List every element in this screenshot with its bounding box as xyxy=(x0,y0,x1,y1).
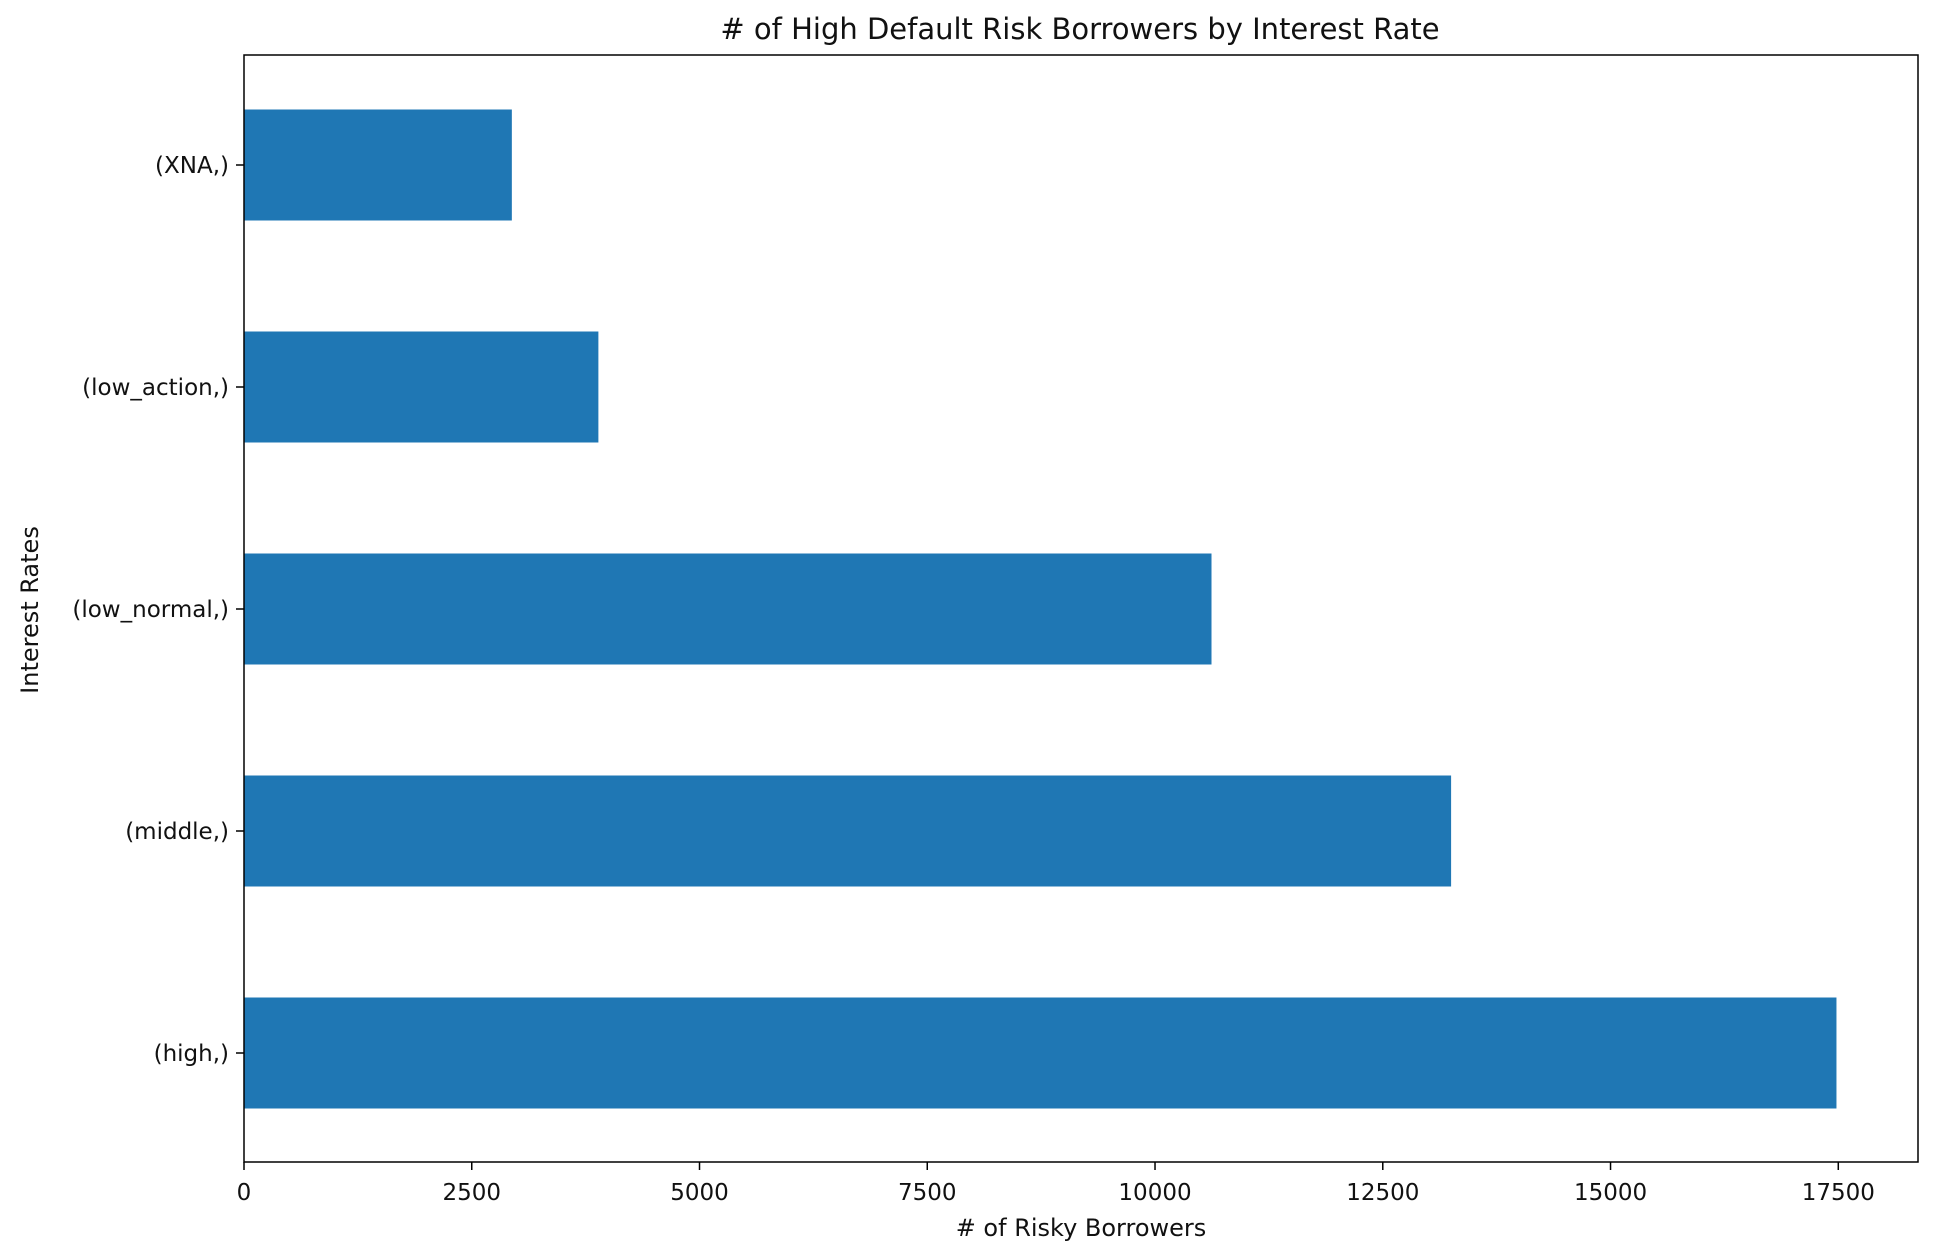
bars-group xyxy=(244,109,1837,1109)
y-axis-ticks: (high,) (middle,) (low_normal,) (low_action… xyxy=(72,153,244,1067)
y-tick-label: (middle,) xyxy=(125,819,229,845)
x-tick-label: 5000 xyxy=(670,1180,729,1206)
y-tick-label: (low_normal,) xyxy=(72,597,229,623)
x-axis-ticks: 0 2500 5000 7500 10000 12500 15000 17500 xyxy=(237,1162,1875,1206)
y-axis-label: Interest Rates xyxy=(16,526,44,694)
x-tick-label: 0 xyxy=(237,1180,252,1206)
y-tick-label: (XNA,) xyxy=(155,153,229,179)
plot-frame xyxy=(243,54,1919,1163)
chart-title: # of High Default Risk Borrowers by Inte… xyxy=(720,12,1439,46)
x-tick-label: 17500 xyxy=(1802,1180,1875,1206)
bar-low-normal xyxy=(244,553,1212,665)
x-tick-label: 10000 xyxy=(1118,1180,1191,1206)
x-tick-label: 12500 xyxy=(1346,1180,1419,1206)
x-tick-label: 2500 xyxy=(442,1180,501,1206)
bar-low-action xyxy=(244,331,599,443)
x-tick-label: 15000 xyxy=(1574,1180,1647,1206)
y-tick-label: (high,) xyxy=(154,1041,229,1067)
x-axis-label: # of Risky Borrowers xyxy=(956,1214,1207,1242)
y-tick-label: (low_action,) xyxy=(82,375,229,401)
bar-xna xyxy=(244,109,512,221)
x-tick-label: 7500 xyxy=(898,1180,957,1206)
bar-middle xyxy=(244,775,1452,887)
bar-high xyxy=(244,997,1837,1109)
